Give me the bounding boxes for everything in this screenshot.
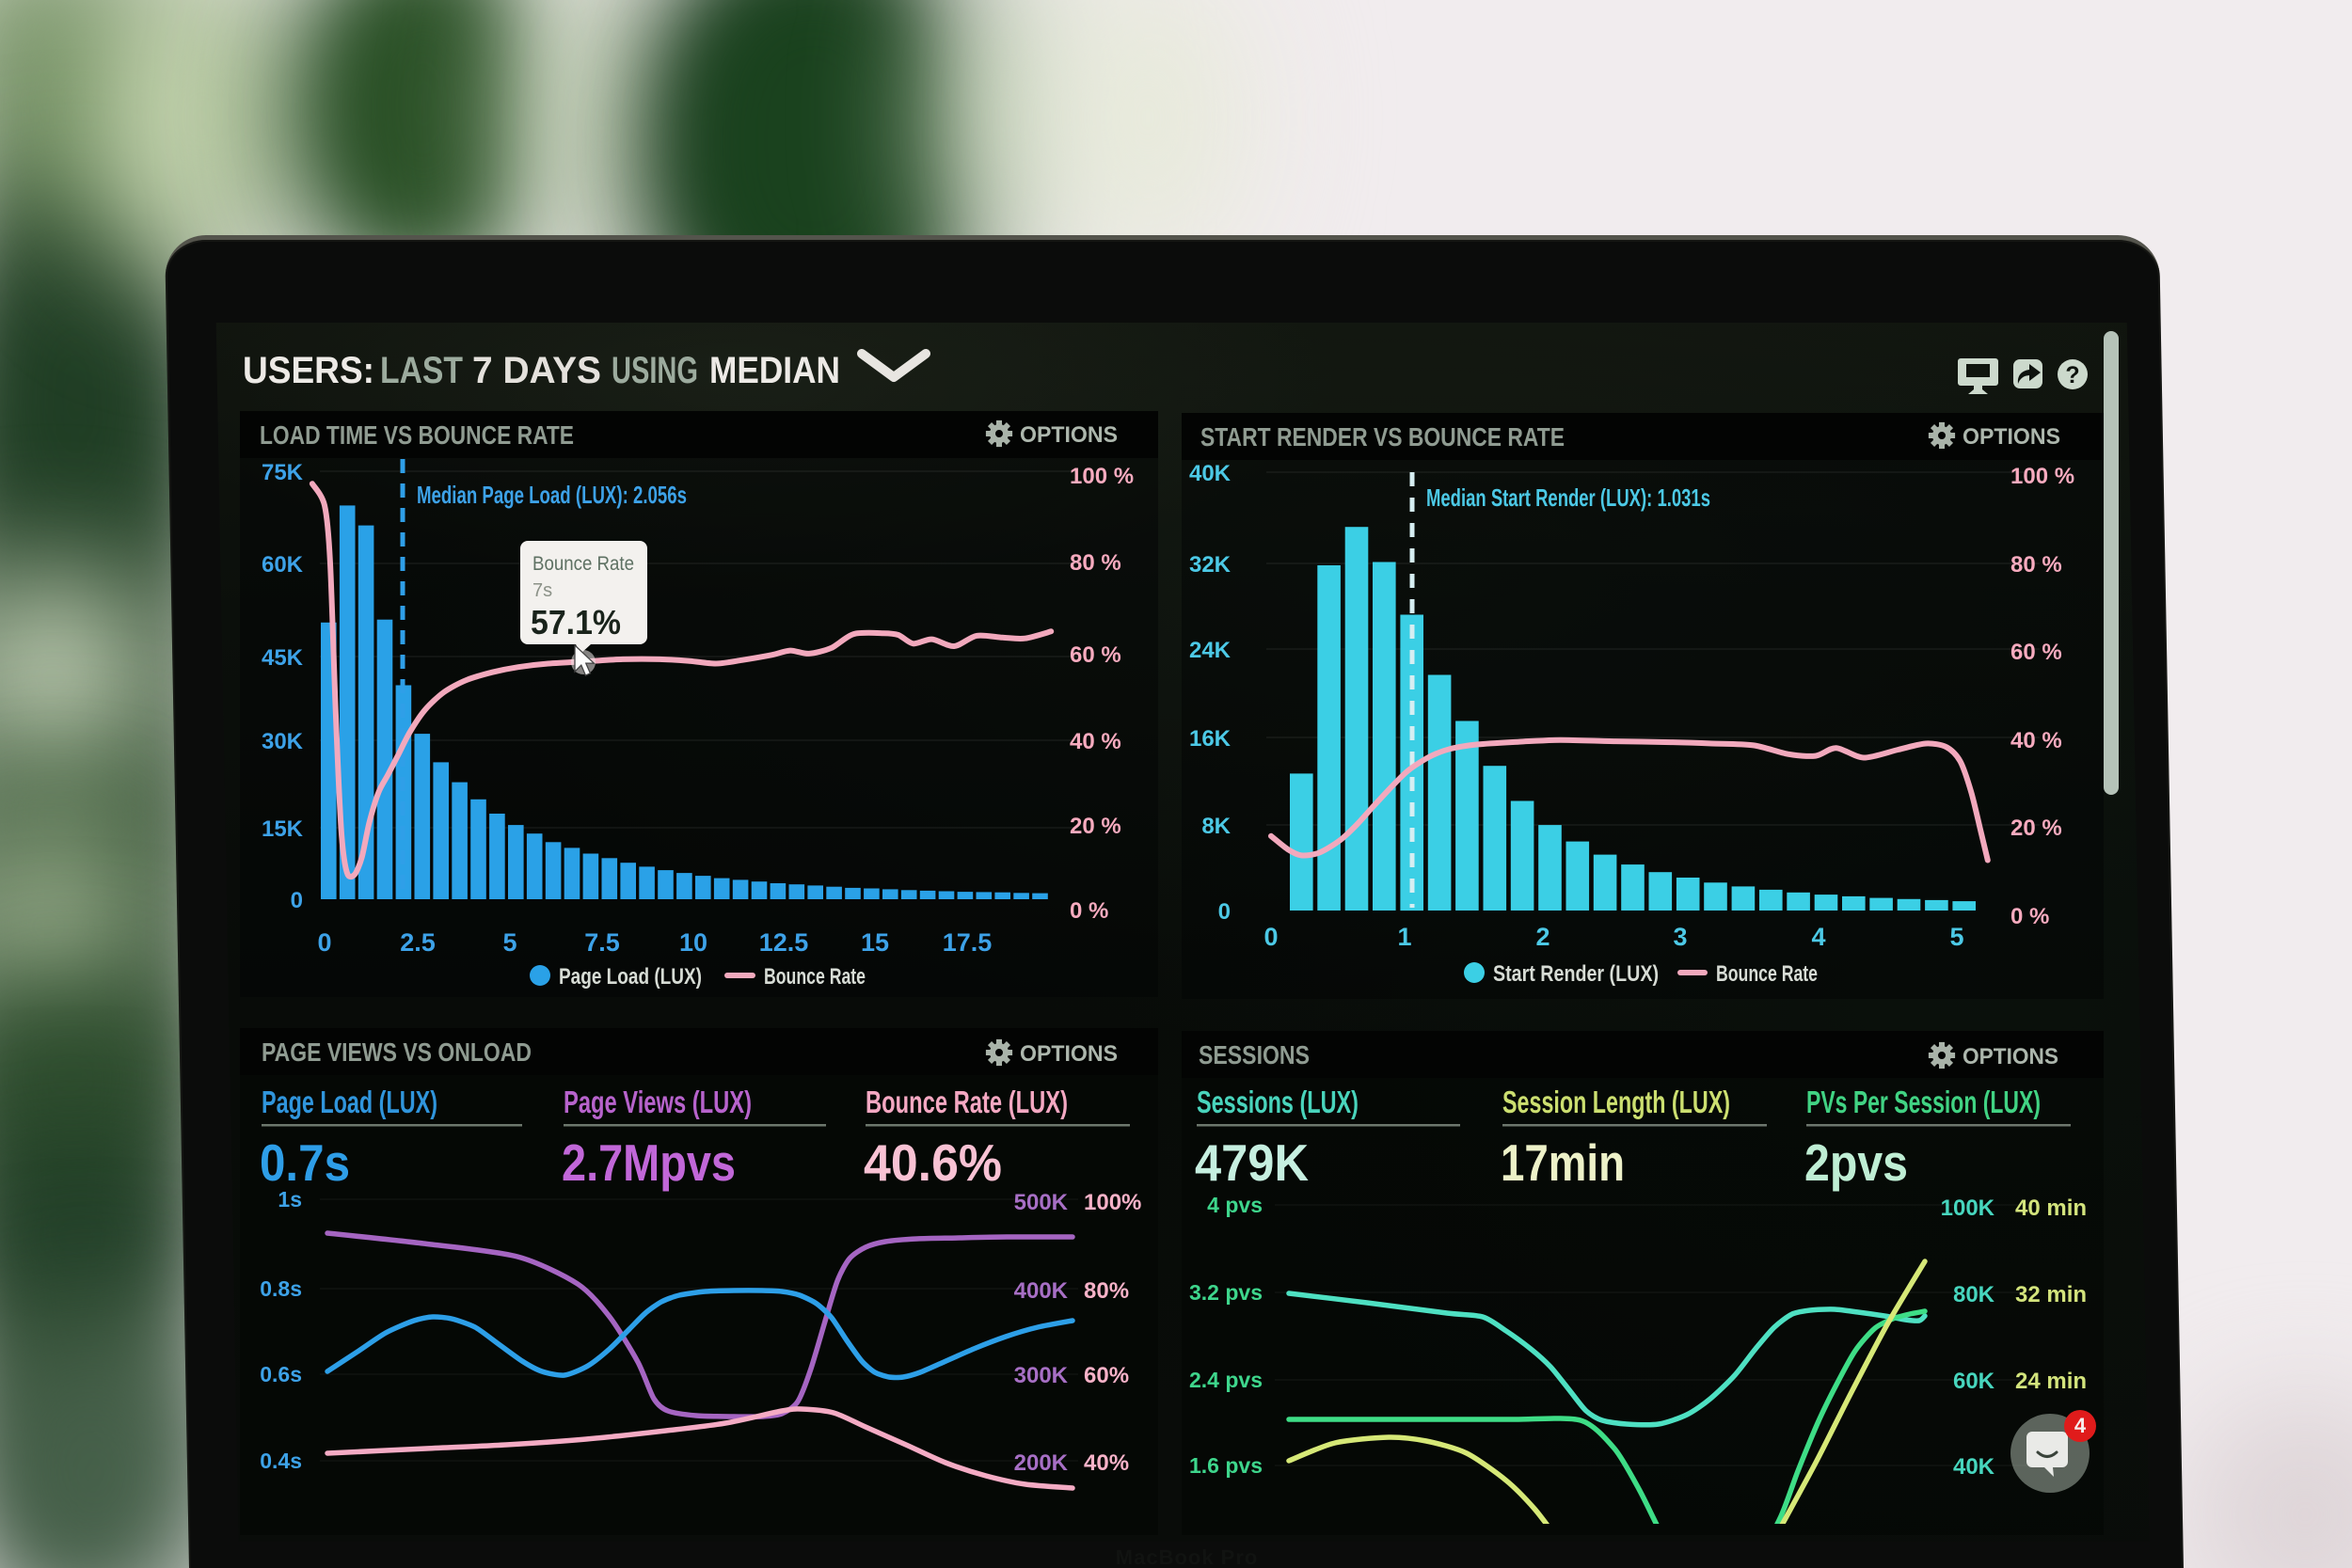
svg-text:15: 15: [861, 928, 889, 957]
svg-text:START RENDER VS BOUNCE RATE: START RENDER VS BOUNCE RATE: [1200, 422, 1565, 451]
svg-text:17.5: 17.5: [943, 928, 993, 957]
svg-text:75K: 75K: [262, 460, 304, 485]
svg-text:Session Length (LUX): Session Length (LUX): [1502, 1085, 1730, 1119]
svg-text:100K: 100K: [1941, 1196, 1995, 1221]
svg-text:2.4 pvs: 2.4 pvs: [1189, 1368, 1263, 1392]
svg-text:7s: 7s: [532, 580, 552, 601]
svg-text:OPTIONS: OPTIONS: [1020, 422, 1118, 448]
svg-text:PAGE VIEWS VS ONLOAD: PAGE VIEWS VS ONLOAD: [262, 1037, 532, 1067]
svg-text:100%: 100%: [1084, 1190, 1141, 1215]
svg-text:80%: 80%: [1084, 1278, 1129, 1304]
svg-text:60 %: 60 %: [1070, 642, 1121, 668]
svg-text:60 %: 60 %: [2010, 640, 2062, 665]
svg-text:20 %: 20 %: [1070, 814, 1121, 839]
svg-text:30K: 30K: [262, 729, 304, 754]
svg-text:5: 5: [502, 928, 516, 957]
svg-text:20 %: 20 %: [2010, 816, 2062, 841]
svg-text:2.7Mpvs: 2.7Mpvs: [562, 1133, 736, 1192]
svg-text:16K: 16K: [1189, 726, 1232, 752]
svg-text:100 %: 100 %: [2010, 464, 2074, 489]
svg-text:80 %: 80 %: [1070, 550, 1121, 576]
svg-text:0: 0: [317, 928, 331, 957]
svg-text:OPTIONS: OPTIONS: [1963, 1044, 2058, 1069]
svg-text:Bounce Rate: Bounce Rate: [764, 964, 866, 990]
svg-text:Median Start Render (LUX): 1.0: Median Start Render (LUX): 1.031s: [1426, 483, 1710, 512]
svg-text:7.5: 7.5: [584, 928, 620, 957]
svg-text:Sessions (LUX): Sessions (LUX): [1197, 1085, 1359, 1119]
svg-text:40K: 40K: [1953, 1454, 1995, 1480]
svg-text:Bounce Rate: Bounce Rate: [1716, 961, 1818, 987]
svg-text:LOAD TIME VS BOUNCE RATE: LOAD TIME VS BOUNCE RATE: [260, 420, 574, 450]
svg-text:24K: 24K: [1189, 638, 1232, 663]
svg-text:5: 5: [1949, 923, 1963, 951]
svg-text:3: 3: [1673, 923, 1687, 951]
svg-text:45K: 45K: [262, 645, 304, 671]
svg-text:80K: 80K: [1953, 1282, 1995, 1307]
svg-text:2: 2: [1535, 923, 1549, 951]
svg-text:10: 10: [679, 928, 707, 957]
svg-text:Start Render (LUX): Start Render (LUX): [1493, 961, 1659, 987]
svg-text:0.4s: 0.4s: [260, 1449, 302, 1473]
svg-text:32 min: 32 min: [2015, 1282, 2087, 1307]
svg-text:0.8s: 0.8s: [260, 1276, 302, 1301]
svg-text:60K: 60K: [262, 552, 304, 578]
svg-text:Bounce Rate: Bounce Rate: [532, 553, 634, 575]
svg-text:Page Load (LUX): Page Load (LUX): [559, 964, 702, 990]
svg-text:?: ?: [2065, 362, 2079, 388]
svg-text:2.5: 2.5: [400, 928, 436, 957]
svg-text:32K: 32K: [1189, 552, 1232, 578]
svg-text:40%: 40%: [1084, 1450, 1129, 1476]
svg-text:0: 0: [291, 888, 303, 913]
svg-text:MEDIAN: MEDIAN: [709, 350, 840, 391]
svg-text:OPTIONS: OPTIONS: [1963, 424, 2060, 450]
svg-text:0: 0: [1263, 923, 1278, 951]
svg-text:LAST: LAST: [380, 350, 463, 391]
svg-text:8K: 8K: [1201, 814, 1231, 839]
svg-text:80 %: 80 %: [2010, 552, 2062, 578]
svg-text:SESSIONS: SESSIONS: [1199, 1040, 1310, 1069]
svg-text:12.5: 12.5: [759, 928, 809, 957]
svg-text:300K: 300K: [1014, 1363, 1069, 1388]
svg-text:4: 4: [1811, 923, 1825, 951]
svg-text:40 min: 40 min: [2015, 1196, 2087, 1221]
svg-text:USING: USING: [612, 350, 698, 391]
svg-text:Page Views (LUX): Page Views (LUX): [564, 1085, 752, 1119]
svg-text:0 %: 0 %: [2010, 904, 2049, 929]
svg-text:40 %: 40 %: [2010, 728, 2062, 753]
svg-text:USERS:: USERS:: [243, 350, 374, 391]
svg-text:40.6%: 40.6%: [864, 1133, 1002, 1192]
svg-text:OPTIONS: OPTIONS: [1020, 1041, 1118, 1067]
svg-text:0.6s: 0.6s: [260, 1362, 302, 1386]
svg-text:2pvs: 2pvs: [1804, 1133, 1908, 1192]
svg-text:0: 0: [1218, 899, 1231, 925]
svg-text:Page Load (LUX): Page Load (LUX): [262, 1085, 437, 1119]
svg-text:40 %: 40 %: [1070, 729, 1121, 754]
svg-text:15K: 15K: [262, 816, 304, 842]
svg-text:479K: 479K: [1195, 1133, 1309, 1192]
svg-text:3.2 pvs: 3.2 pvs: [1189, 1280, 1263, 1305]
svg-text:1.6 pvs: 1.6 pvs: [1189, 1453, 1263, 1478]
svg-text:17min: 17min: [1501, 1133, 1625, 1192]
svg-text:40K: 40K: [1189, 461, 1232, 486]
svg-text:Median Page Load (LUX): 2.056s: Median Page Load (LUX): 2.056s: [417, 481, 687, 509]
svg-text:200K: 200K: [1014, 1450, 1069, 1476]
svg-text:Bounce Rate (LUX): Bounce Rate (LUX): [866, 1085, 1068, 1119]
svg-text:PVs Per Session (LUX): PVs Per Session (LUX): [1806, 1085, 2041, 1119]
svg-text:4 pvs: 4 pvs: [1207, 1193, 1263, 1217]
svg-text:24 min: 24 min: [2015, 1369, 2087, 1394]
svg-text:1: 1: [1397, 923, 1411, 951]
svg-text:1s: 1s: [278, 1187, 302, 1212]
svg-text:0 %: 0 %: [1070, 898, 1108, 924]
svg-text:57.1%: 57.1%: [531, 603, 621, 641]
svg-text:400K: 400K: [1014, 1278, 1069, 1304]
svg-text:7 DAYS: 7 DAYS: [472, 350, 601, 391]
svg-text:100 %: 100 %: [1070, 464, 1134, 489]
svg-text:500K: 500K: [1014, 1190, 1069, 1215]
svg-text:0.7s: 0.7s: [260, 1133, 350, 1192]
svg-text:60K: 60K: [1953, 1369, 1995, 1394]
svg-text:60%: 60%: [1084, 1363, 1129, 1388]
